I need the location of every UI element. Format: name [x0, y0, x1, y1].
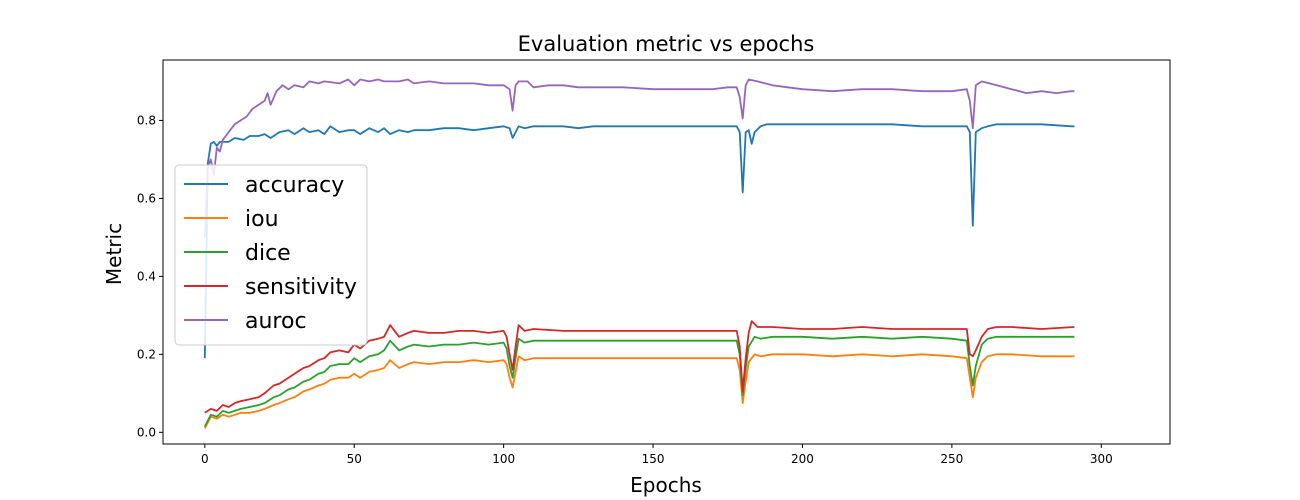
- y-tick-label: 0.4: [137, 269, 156, 283]
- legend: accuracy iou dice sensitivity auroc: [174, 164, 368, 346]
- legend-label-dice: dice: [245, 241, 291, 266]
- x-tick-label: 300: [1090, 452, 1113, 466]
- y-tick-label: 0.0: [137, 425, 156, 439]
- x-axis-label: Epochs: [630, 473, 702, 497]
- legend-label-accuracy: accuracy: [245, 173, 344, 198]
- legend-box: [174, 164, 368, 346]
- y-tick-label: 0.2: [137, 347, 156, 361]
- series-line-auroc: [203, 78, 1075, 238]
- x-tick-label: 0: [201, 452, 209, 466]
- legend-label-sensitivity: sensitivity: [245, 275, 357, 300]
- axes-frame: [162, 59, 1171, 445]
- legend-label-iou: iou: [245, 207, 279, 232]
- legend-label-auroc: auroc: [245, 309, 307, 334]
- axes-layer: 0 50 100 150 200 250 300 0.0 0.2 0.4 0.6 0.8: [137, 59, 1171, 466]
- y-tick-label: 0.6: [137, 191, 156, 205]
- series-line-dice: [203, 335, 1075, 427]
- x-tick-label: 250: [940, 452, 963, 466]
- x-tick-label: 200: [791, 452, 814, 466]
- y-tick-label: 0.8: [137, 113, 156, 127]
- x-tick-label: 150: [642, 452, 665, 466]
- series-layer: [203, 78, 1075, 429]
- series-line-iou: [203, 353, 1075, 429]
- series-line-accuracy: [203, 123, 1075, 359]
- x-tick-label: 50: [347, 452, 362, 466]
- chart-title: Evaluation metric vs epochs: [518, 32, 815, 56]
- y-axis-label: Metric: [102, 223, 126, 285]
- x-tick-label: 100: [492, 452, 515, 466]
- series-line-sensitivity: [204, 320, 1075, 414]
